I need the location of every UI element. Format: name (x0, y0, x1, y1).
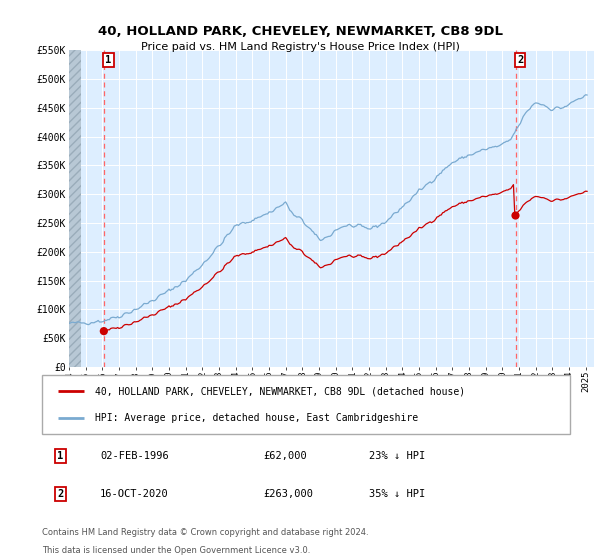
Text: 2: 2 (58, 489, 64, 499)
Bar (69, 50, 80, 367)
Text: 40, HOLLAND PARK, CHEVELEY, NEWMARKET, CB8 9DL: 40, HOLLAND PARK, CHEVELEY, NEWMARKET, C… (97, 25, 503, 38)
FancyBboxPatch shape (42, 375, 570, 434)
Text: 02-FEB-1996: 02-FEB-1996 (100, 451, 169, 461)
Text: £263,000: £263,000 (264, 489, 314, 499)
Text: 23% ↓ HPI: 23% ↓ HPI (370, 451, 425, 461)
Text: 1: 1 (106, 55, 112, 65)
Text: £62,000: £62,000 (264, 451, 308, 461)
Text: 2: 2 (517, 55, 523, 65)
Text: 16-OCT-2020: 16-OCT-2020 (100, 489, 169, 499)
Text: This data is licensed under the Open Government Licence v3.0.: This data is licensed under the Open Gov… (42, 546, 310, 555)
Text: Price paid vs. HM Land Registry's House Price Index (HPI): Price paid vs. HM Land Registry's House … (140, 42, 460, 52)
Text: 40, HOLLAND PARK, CHEVELEY, NEWMARKET, CB8 9DL (detached house): 40, HOLLAND PARK, CHEVELEY, NEWMARKET, C… (95, 386, 465, 396)
Text: 35% ↓ HPI: 35% ↓ HPI (370, 489, 425, 499)
Point (511, 211, 520, 220)
Point (99, 326, 109, 335)
Text: HPI: Average price, detached house, East Cambridgeshire: HPI: Average price, detached house, East… (95, 413, 418, 423)
Text: 1: 1 (58, 451, 64, 461)
Text: Contains HM Land Registry data © Crown copyright and database right 2024.: Contains HM Land Registry data © Crown c… (42, 528, 368, 536)
